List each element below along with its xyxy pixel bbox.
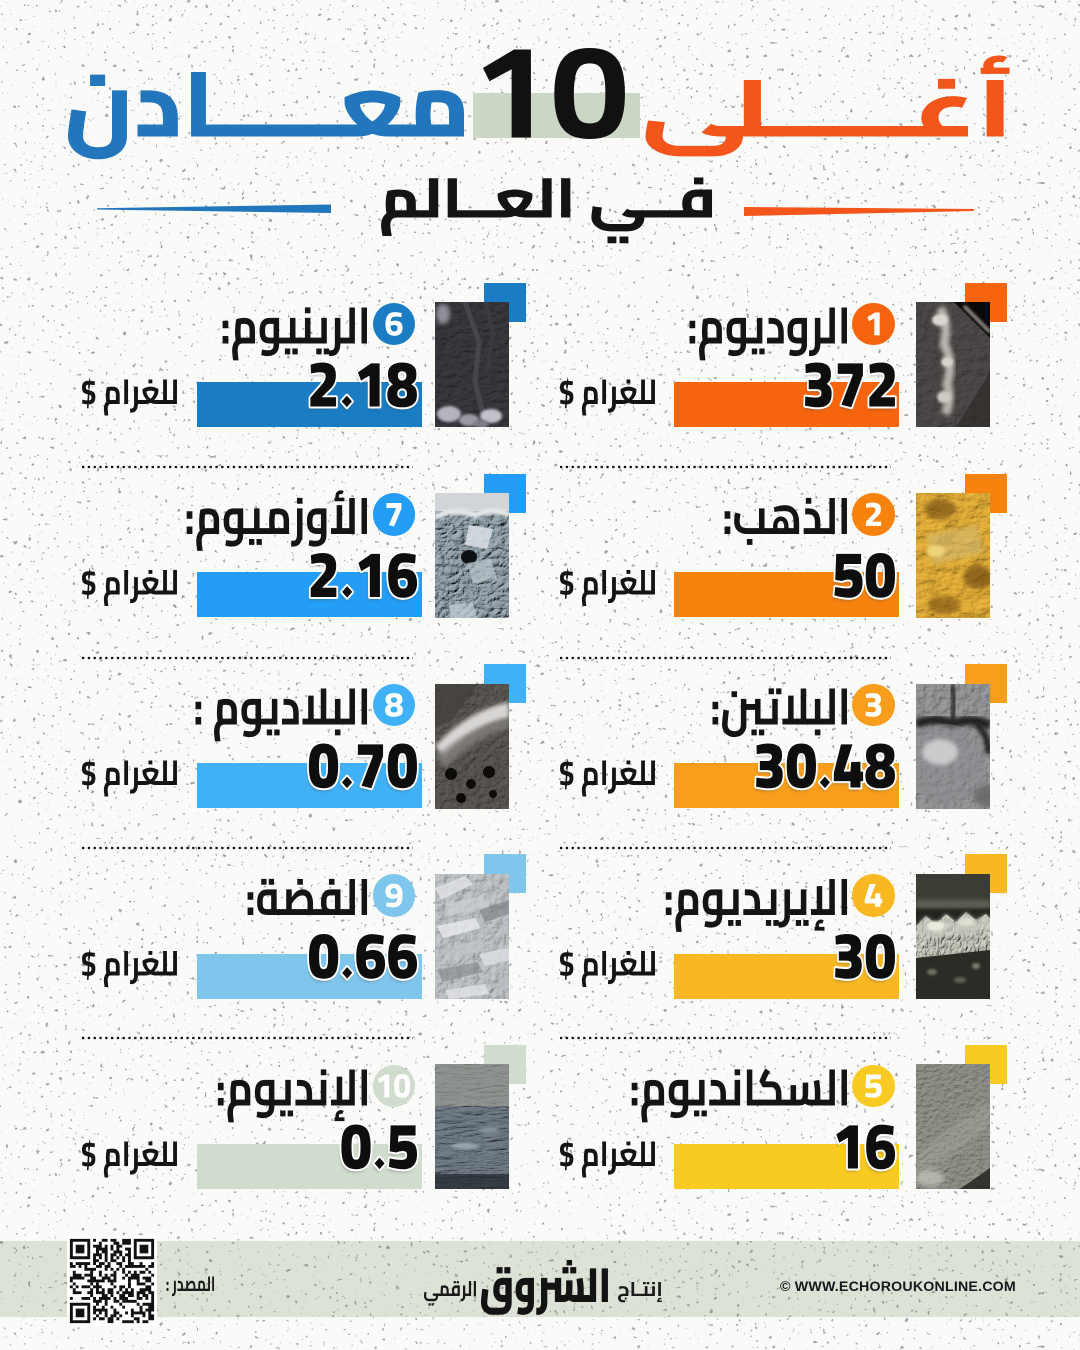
svg-text:© WWW.ECHOROUKONLINE.COM: © WWW.ECHOROUKONLINE.COM xyxy=(780,1279,1016,1295)
